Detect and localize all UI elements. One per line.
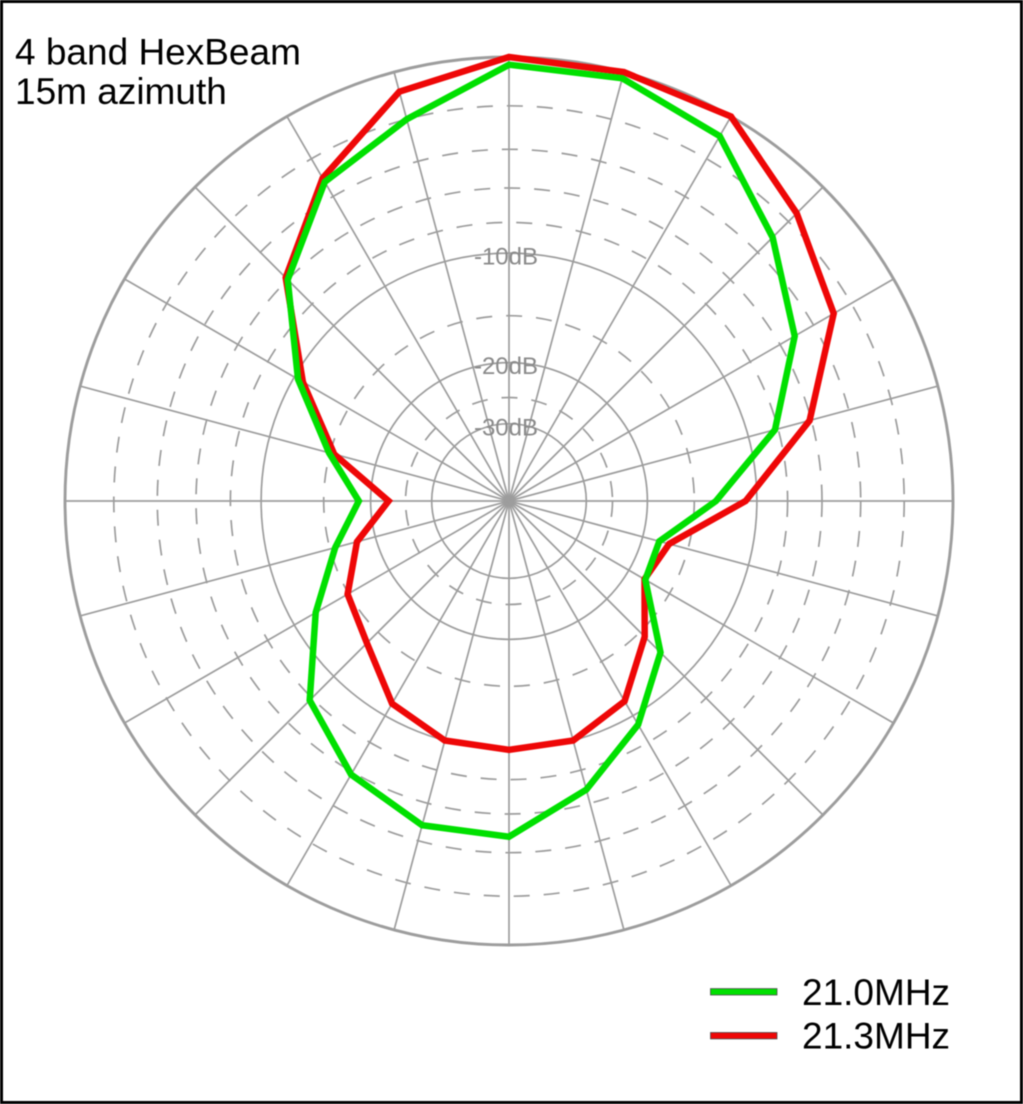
svg-text:15m azimuth: 15m azimuth — [15, 71, 227, 112]
svg-text:-10dB: -10dB — [474, 244, 538, 271]
svg-text:21.0MHz: 21.0MHz — [802, 972, 950, 1013]
svg-text:-20dB: -20dB — [474, 353, 538, 380]
svg-text:-30dB: -30dB — [474, 414, 538, 441]
svg-text:21.3MHz: 21.3MHz — [802, 1015, 950, 1056]
svg-text:4 band HexBeam: 4 band HexBeam — [15, 32, 301, 73]
